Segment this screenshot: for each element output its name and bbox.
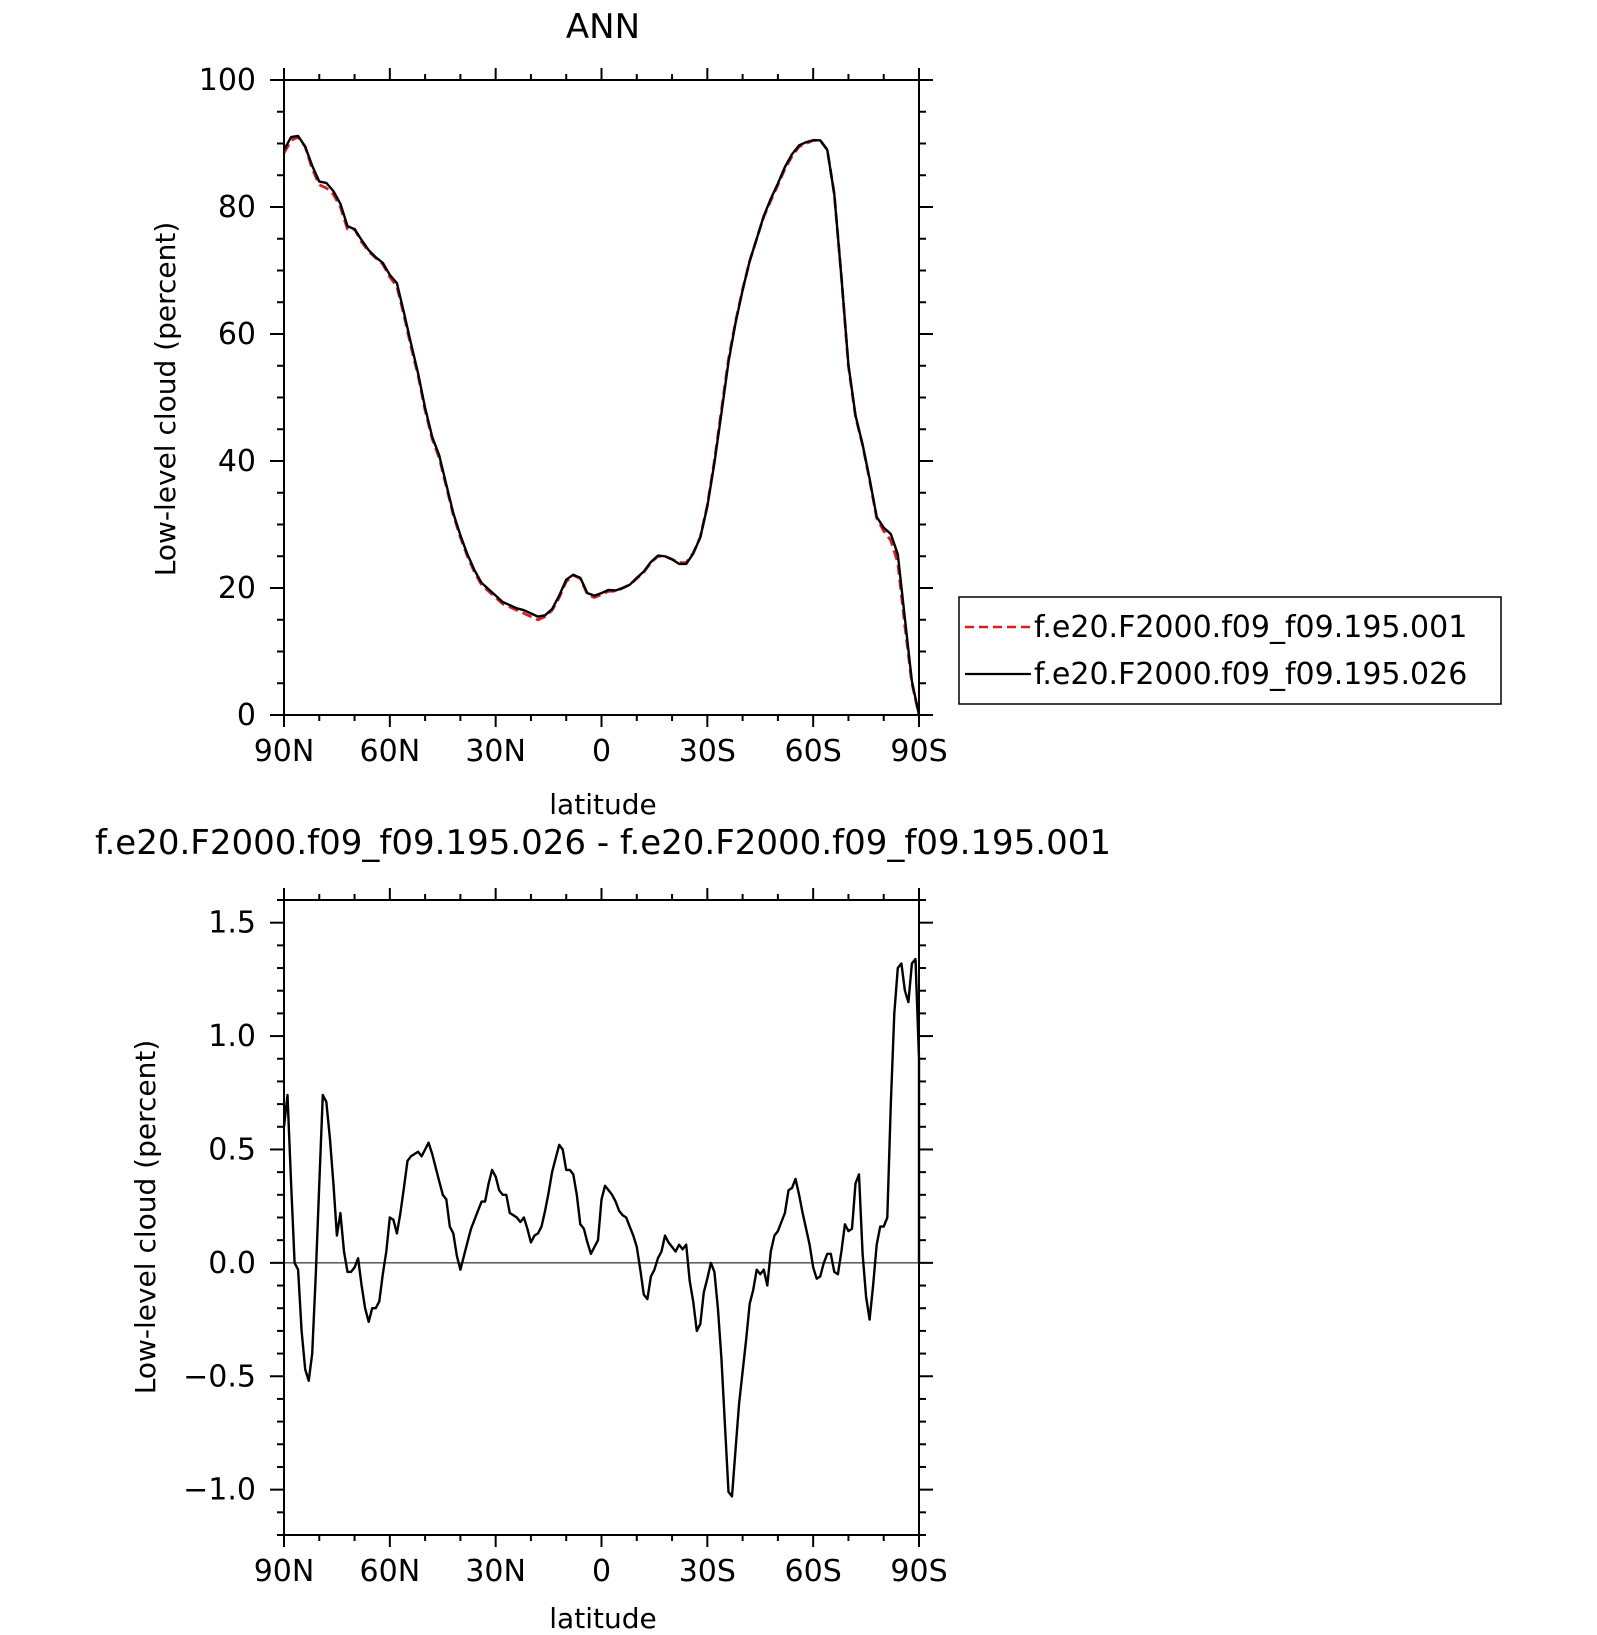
bottom-plot-title: f.e20.F2000.f09_f09.195.026 - f.e20.F200… xyxy=(95,823,1111,863)
x-tick-label: 90N xyxy=(254,1554,315,1589)
x-tick-label: 0 xyxy=(592,1554,611,1589)
top-y-axis-title: Low-level cloud (percent) xyxy=(149,222,182,577)
x-tick-label: 90S xyxy=(890,1554,947,1589)
plot-frame xyxy=(283,79,920,716)
y-tick-label: 80 xyxy=(218,190,256,225)
x-tick-label: 30N xyxy=(465,734,526,769)
y-tick-label: 20 xyxy=(218,571,256,606)
top-plot-title: ANN xyxy=(566,7,640,47)
y-tick-label: 40 xyxy=(218,444,256,479)
x-tick-label: 30S xyxy=(679,1554,736,1589)
y-tick-label: 1.0 xyxy=(208,1019,256,1054)
top-panel: ANN latitude Low-level cloud (percent) 9… xyxy=(149,7,948,821)
x-tick-label: 60S xyxy=(785,1554,842,1589)
legend-box xyxy=(958,596,1502,705)
y-tick-label: −0.5 xyxy=(183,1359,256,1394)
series-line-0 xyxy=(282,135,921,716)
legend: f.e20.F2000.f09_f09.195.001 f.e20.F2000.… xyxy=(958,596,1502,705)
bottom-x-axis-title: latitude xyxy=(549,1602,656,1635)
top-x-axis-title: latitude xyxy=(549,788,656,821)
bottom-y-axis-title: Low-level cloud (percent) xyxy=(129,1040,162,1395)
x-tick-label: 60S xyxy=(785,734,842,769)
y-tick-label: 1.5 xyxy=(208,906,256,941)
y-tick-label: 60 xyxy=(218,317,256,352)
x-tick-label: 60N xyxy=(360,734,421,769)
x-tick-label: 60N xyxy=(360,1554,421,1589)
x-tick-label: 0 xyxy=(592,734,611,769)
legend-entry-001: f.e20.F2000.f09_f09.195.001 xyxy=(1034,610,1467,645)
x-tick-label: 30S xyxy=(679,734,736,769)
y-tick-label: 0 xyxy=(237,698,256,733)
y-tick-label: 100 xyxy=(199,63,256,98)
bottom-panel: f.e20.F2000.f09_f09.195.026 - f.e20.F200… xyxy=(95,823,1111,1635)
y-tick-label: 0.0 xyxy=(208,1246,256,1281)
series-line-1 xyxy=(282,134,921,716)
legend-entry-026: f.e20.F2000.f09_f09.195.026 xyxy=(1034,657,1467,692)
x-tick-label: 30N xyxy=(465,1554,526,1589)
y-tick-label: 0.5 xyxy=(208,1132,256,1167)
y-tick-label: −1.0 xyxy=(183,1473,256,1508)
plot-frame xyxy=(283,899,920,1536)
x-tick-label: 90S xyxy=(890,734,947,769)
x-tick-label: 90N xyxy=(254,734,315,769)
series-line-0 xyxy=(282,957,921,1498)
